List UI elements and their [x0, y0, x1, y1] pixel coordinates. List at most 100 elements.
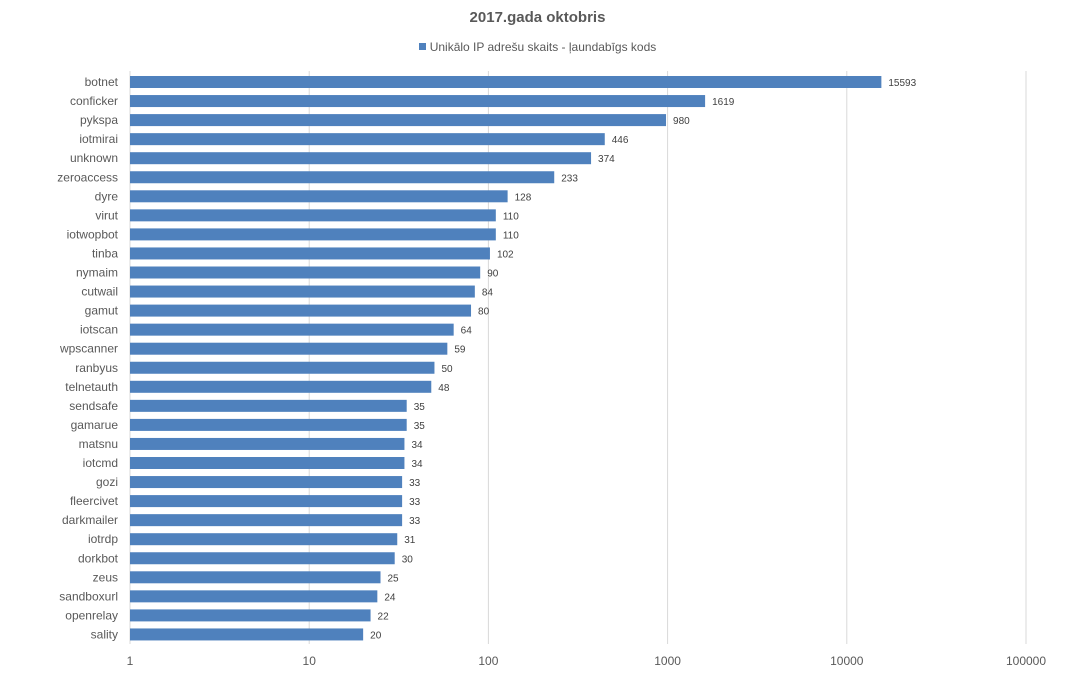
- category-label-wpscanner: wpscanner: [59, 342, 118, 356]
- x-tick-label-100000: 100000: [1006, 654, 1046, 668]
- bar-dorkbot: [130, 552, 395, 565]
- bar-sendsafe: [130, 399, 407, 412]
- data-label-sandboxurl: 24: [384, 592, 396, 603]
- legend: Unikālo IP adrešu skaits - ļaundabīgs ko…: [0, 40, 1075, 54]
- data-label-virut: 110: [503, 211, 519, 222]
- x-tick-label-1000: 1000: [654, 654, 681, 668]
- legend-label: Unikālo IP adrešu skaits - ļaundabīgs ko…: [429, 40, 657, 54]
- category-label-gozi: gozi: [96, 475, 118, 489]
- bar-iotcmd: [130, 457, 405, 469]
- category-label-botnet: botnet: [85, 75, 119, 89]
- category-label-iotmirai: iotmirai: [79, 132, 118, 146]
- category-label-virut: virut: [95, 208, 118, 222]
- data-label-unknown: 374: [598, 154, 615, 165]
- bar-fleercivet: [130, 495, 403, 508]
- data-label-wpscanner: 59: [454, 345, 466, 356]
- data-label-zeus: 25: [388, 573, 400, 584]
- data-label-dorkbot: 30: [402, 554, 414, 565]
- bar-telnetauth: [130, 380, 432, 393]
- bar-gamarue: [130, 418, 407, 431]
- data-label-openrelay: 22: [378, 611, 390, 622]
- category-label-iotscan: iotscan: [80, 323, 118, 337]
- data-label-tinba: 102: [497, 249, 514, 260]
- data-label-telnetauth: 48: [438, 383, 450, 394]
- data-label-fleercivet: 33: [409, 497, 421, 508]
- category-label-tinba: tinba: [92, 246, 118, 260]
- category-label-telnetauth: telnetauth: [65, 380, 118, 394]
- bar-zeus: [130, 571, 381, 584]
- x-tick-label-10000: 10000: [830, 654, 864, 668]
- data-label-sendsafe: 35: [414, 402, 426, 413]
- data-label-iotcmd: 34: [411, 459, 423, 470]
- category-label-gamut: gamut: [85, 304, 119, 318]
- category-label-matsnu: matsnu: [79, 437, 118, 451]
- bar-sandboxurl: [130, 590, 378, 603]
- bar-sality: [130, 628, 364, 641]
- bar-iotrdp: [130, 533, 398, 546]
- category-label-conficker: conficker: [70, 94, 118, 108]
- data-label-dyre: 128: [515, 192, 532, 203]
- data-label-gamarue: 35: [414, 421, 426, 432]
- category-label-openrelay: openrelay: [65, 608, 118, 622]
- data-label-conficker: 1619: [712, 97, 735, 108]
- data-label-pykspa: 980: [673, 116, 690, 127]
- bar-layer: [130, 76, 882, 641]
- category-label-fleercivet: fleercivet: [70, 494, 119, 508]
- category-label-iotwopbot: iotwopbot: [67, 227, 119, 241]
- x-tick-label-1: 1: [127, 654, 134, 668]
- category-label-sality: sality: [91, 627, 118, 641]
- x-tick-label-10: 10: [303, 654, 317, 668]
- data-label-darkmailer: 33: [409, 516, 421, 527]
- category-label-dorkbot: dorkbot: [78, 551, 119, 565]
- category-label-zeus: zeus: [93, 570, 118, 584]
- data-label-cutwail: 84: [482, 288, 494, 299]
- legend-swatch: [418, 43, 426, 50]
- bar-darkmailer: [130, 514, 403, 527]
- data-label-matsnu: 34: [411, 440, 423, 451]
- data-label-iotrdp: 31: [404, 535, 416, 546]
- category-label-nymaim: nymaim: [76, 266, 118, 280]
- bar-iotscan: [130, 323, 454, 336]
- category-label-sendsafe: sendsafe: [69, 399, 118, 413]
- bar-zeroaccess: [130, 171, 555, 184]
- bar-openrelay: [130, 609, 371, 622]
- category-label-unknown: unknown: [70, 151, 118, 165]
- bar-iotmirai: [130, 133, 605, 146]
- category-label-darkmailer: darkmailer: [62, 513, 118, 527]
- bar-gozi: [130, 476, 403, 489]
- bar-dyre: [130, 190, 508, 203]
- category-label-zeroaccess: zeroaccess: [57, 170, 118, 184]
- data-label-gamut: 80: [478, 307, 490, 318]
- bar-wpscanner: [130, 342, 448, 355]
- bar-conficker: [130, 95, 706, 108]
- category-label-iotcmd: iotcmd: [83, 456, 118, 470]
- data-label-zeroaccess: 233: [561, 173, 578, 184]
- bar-pykspa: [130, 114, 667, 127]
- data-label-iotscan: 64: [461, 326, 473, 337]
- category-label-sandboxurl: sandboxurl: [59, 589, 118, 603]
- category-label-gamarue: gamarue: [71, 418, 119, 432]
- bar-nymaim: [130, 266, 481, 279]
- category-label-cutwail: cutwail: [81, 285, 118, 299]
- grid-layer: [129, 71, 1027, 644]
- bar-tinba: [130, 247, 490, 260]
- x-tick-label-100: 100: [478, 654, 498, 668]
- bar-cutwail: [130, 285, 475, 298]
- data-label-gozi: 33: [409, 478, 421, 489]
- data-label-sality: 20: [370, 630, 382, 641]
- bar-iotwopbot: [130, 228, 496, 241]
- data-label-botnet: 15593: [888, 78, 916, 89]
- bar-gamut: [130, 304, 472, 317]
- bar-ranbyus: [130, 361, 435, 374]
- bar-virut: [130, 209, 496, 222]
- data-label-iotmirai: 446: [612, 135, 629, 146]
- data-label-iotwopbot: 110: [503, 230, 519, 241]
- category-label-pykspa: pykspa: [80, 113, 118, 127]
- bar-unknown: [130, 152, 592, 165]
- chart-title: 2017.gada oktobris: [469, 9, 606, 26]
- data-label-ranbyus: 50: [441, 364, 453, 375]
- bar-botnet: [130, 76, 882, 88]
- category-label-dyre: dyre: [95, 189, 119, 203]
